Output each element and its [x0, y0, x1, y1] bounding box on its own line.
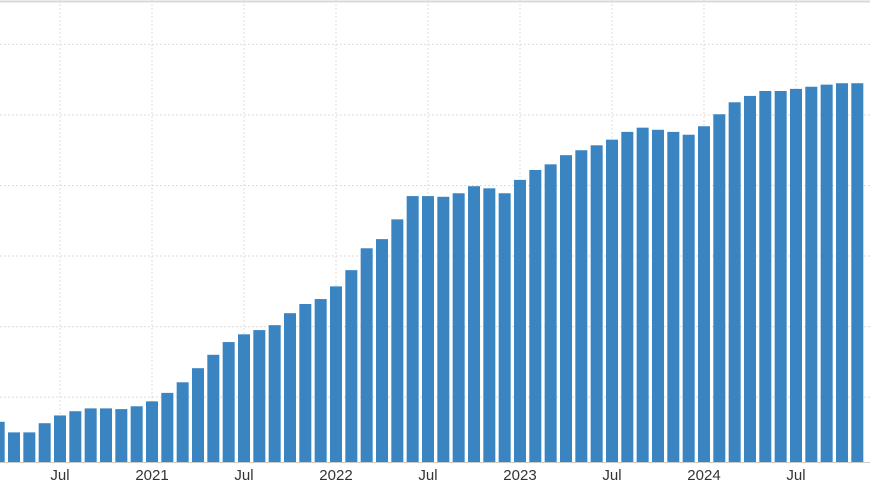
bar [728, 102, 741, 462]
bar [559, 155, 572, 462]
bar [253, 330, 266, 462]
bar [759, 90, 772, 462]
bar-layer [0, 83, 864, 463]
bar [54, 415, 67, 462]
bar [437, 196, 450, 462]
bar [835, 83, 848, 463]
bar [161, 392, 174, 462]
bar [360, 248, 373, 462]
bar [375, 239, 388, 462]
bar [636, 127, 649, 462]
bar [590, 145, 603, 462]
x-tick-label: 2023 [503, 467, 536, 484]
bar [146, 401, 158, 462]
bar [789, 88, 802, 462]
bar [621, 131, 634, 462]
bar [498, 193, 511, 462]
bar [8, 432, 21, 462]
bar [605, 139, 618, 462]
bar [268, 325, 281, 462]
bar [483, 188, 496, 462]
bar [820, 84, 833, 462]
x-tick-label: 2024 [687, 467, 720, 484]
x-tick-label: Jul [234, 467, 253, 484]
bar [452, 193, 465, 462]
bar [544, 164, 557, 462]
bar [651, 129, 664, 462]
bar [191, 368, 204, 462]
x-tick-label: Jul [50, 467, 69, 484]
bar [529, 169, 542, 462]
bar [667, 131, 680, 462]
x-tick-label: Jul [602, 467, 621, 484]
x-tick-label: 2021 [135, 467, 168, 484]
bar [774, 90, 787, 462]
bar [23, 432, 36, 462]
bar [237, 334, 250, 462]
bar [130, 406, 143, 462]
bar [345, 270, 358, 462]
x-tick-label: 2022 [319, 467, 352, 484]
bar [467, 186, 480, 462]
bar [743, 95, 756, 462]
bar [851, 83, 864, 463]
bar [805, 86, 818, 462]
bar [713, 114, 726, 462]
bar [100, 408, 113, 462]
bar [38, 423, 51, 462]
bar [314, 299, 327, 462]
bar [299, 304, 312, 462]
x-tick-label: Jul [418, 467, 437, 484]
bar [0, 421, 5, 462]
bar [176, 382, 189, 462]
bar [513, 179, 526, 462]
bar [697, 126, 710, 463]
bar [329, 286, 342, 462]
bar [575, 150, 588, 463]
x-tick-label: Jul [786, 467, 805, 484]
bar [391, 219, 404, 462]
bar [84, 408, 97, 462]
bar [207, 354, 220, 462]
bar [682, 134, 695, 462]
bar [222, 342, 235, 462]
bar [69, 411, 82, 462]
bar [421, 196, 434, 462]
bar [406, 196, 419, 462]
bar [115, 409, 128, 462]
bar [283, 313, 296, 462]
